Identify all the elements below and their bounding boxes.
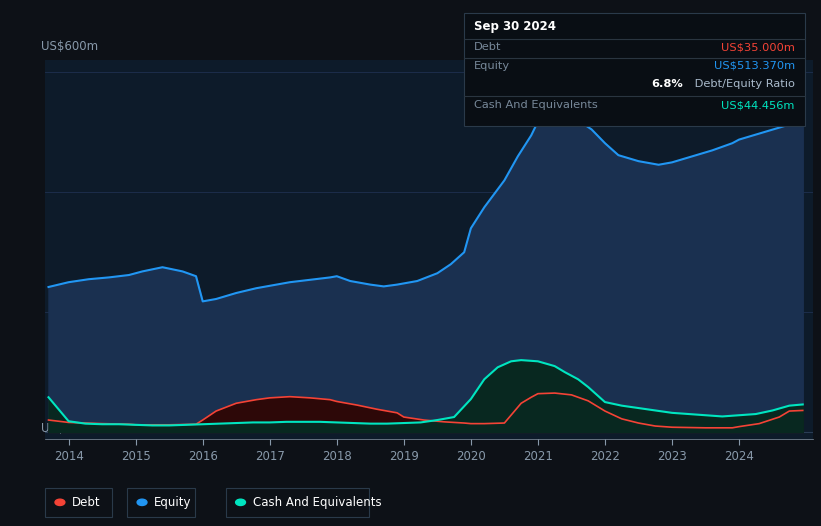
Text: US$600m: US$600m bbox=[41, 40, 99, 53]
Text: US$44.456m: US$44.456m bbox=[722, 100, 795, 110]
Text: 6.8%: 6.8% bbox=[651, 79, 683, 89]
Text: Cash And Equivalents: Cash And Equivalents bbox=[253, 496, 382, 509]
Text: Debt: Debt bbox=[72, 496, 101, 509]
Text: Sep 30 2024: Sep 30 2024 bbox=[474, 20, 556, 33]
Text: Debt/Equity Ratio: Debt/Equity Ratio bbox=[690, 79, 795, 89]
Text: Equity: Equity bbox=[154, 496, 192, 509]
Text: Debt: Debt bbox=[474, 42, 501, 53]
Text: US$35.000m: US$35.000m bbox=[721, 42, 795, 53]
Text: Equity: Equity bbox=[474, 60, 510, 71]
Text: Cash And Equivalents: Cash And Equivalents bbox=[474, 100, 598, 110]
Text: US$0: US$0 bbox=[41, 422, 72, 436]
Text: US$513.370m: US$513.370m bbox=[713, 60, 795, 71]
